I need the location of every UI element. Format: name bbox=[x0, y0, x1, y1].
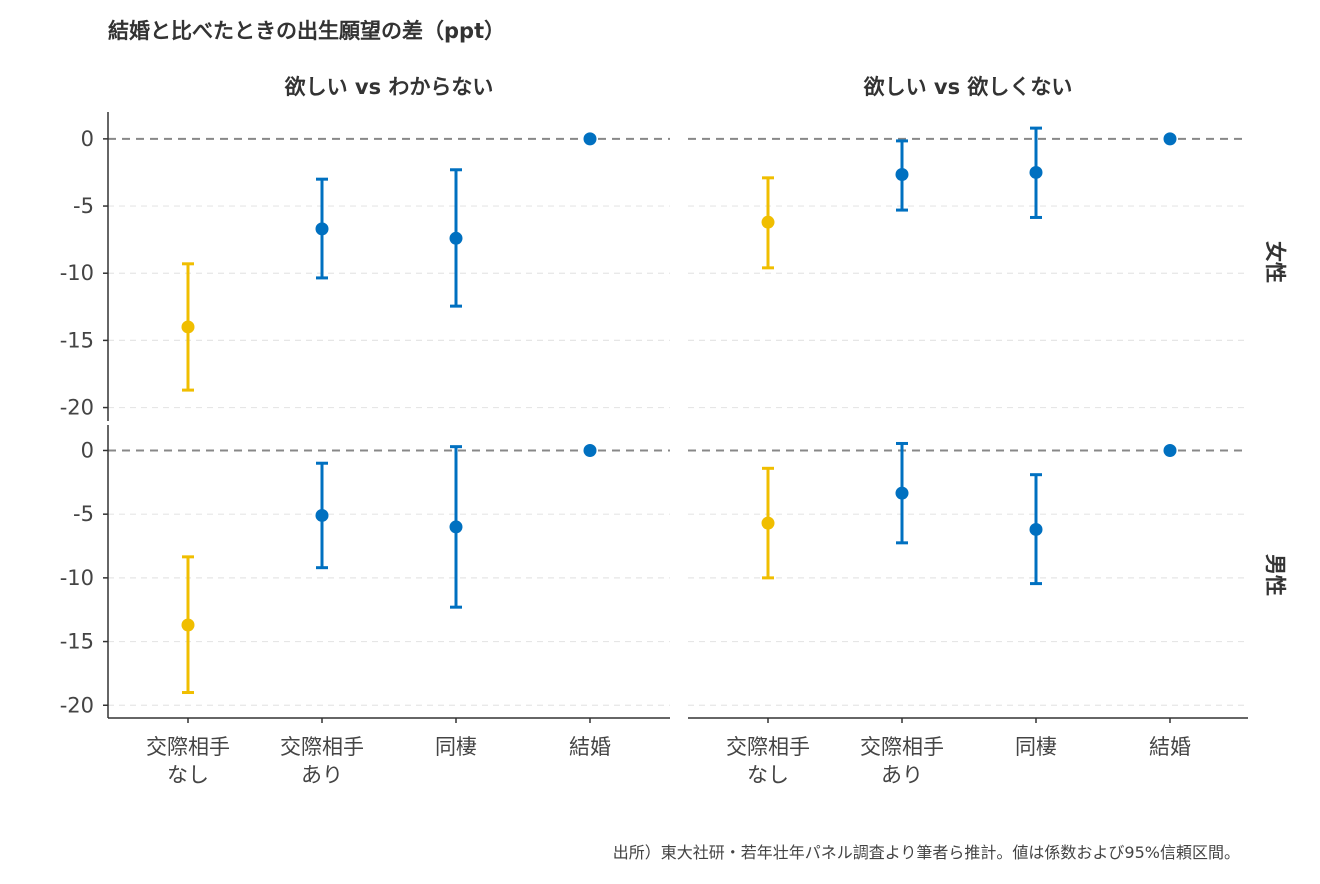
estimate-point bbox=[315, 222, 329, 236]
estimate-point bbox=[1163, 132, 1177, 146]
row-strip-2: 男性 bbox=[1263, 554, 1287, 596]
estimate-point bbox=[1163, 443, 1177, 457]
x-tick-label: 交際相手 bbox=[860, 735, 944, 759]
estimate-point bbox=[583, 132, 597, 146]
x-tick-label: 交際相手 bbox=[726, 735, 810, 759]
estimate-point bbox=[761, 215, 775, 229]
y-tick-label: -20 bbox=[60, 693, 94, 717]
x-tick-label: あり bbox=[301, 763, 343, 787]
estimate-point bbox=[1029, 522, 1043, 536]
y-tick-label: -10 bbox=[60, 566, 94, 590]
y-tick-label: 0 bbox=[81, 127, 94, 151]
x-tick-label: なし bbox=[167, 763, 209, 787]
estimate-point bbox=[895, 167, 909, 181]
estimate-point bbox=[315, 508, 329, 522]
y-tick-label: -10 bbox=[60, 261, 94, 285]
estimate-point bbox=[761, 516, 775, 530]
x-tick-label: 同棲 bbox=[1015, 735, 1057, 759]
column-strip-1: 欲しい vs わからない bbox=[284, 75, 494, 99]
estimate-point bbox=[583, 443, 597, 457]
x-tick-label: 結婚 bbox=[569, 735, 611, 759]
chart-title: 結婚と比べたときの出生願望の差（ppt） bbox=[108, 19, 505, 43]
y-tick-label: -5 bbox=[73, 502, 94, 526]
y-tick-label: 0 bbox=[81, 438, 94, 462]
x-tick-label: 結婚 bbox=[1149, 735, 1191, 759]
estimate-point bbox=[449, 520, 463, 534]
y-tick-label: -20 bbox=[60, 396, 94, 420]
y-tick-label: -15 bbox=[60, 328, 94, 352]
caption: 出所）東大社研・若年壮年パネル調査より筆者ら推計。値は係数および95%信頼区間。 bbox=[613, 843, 1240, 862]
estimate-point bbox=[449, 231, 463, 245]
estimate-point bbox=[181, 618, 195, 632]
estimate-point bbox=[895, 486, 909, 500]
x-tick-label: なし bbox=[747, 763, 789, 787]
x-tick-label: 交際相手 bbox=[280, 735, 364, 759]
x-tick-label: あり bbox=[881, 763, 923, 787]
y-tick-label: -15 bbox=[60, 630, 94, 654]
estimate-point bbox=[181, 320, 195, 334]
column-strip-2: 欲しい vs 欲しくない bbox=[863, 75, 1073, 99]
x-tick-label: 交際相手 bbox=[146, 735, 230, 759]
x-tick-label: 同棲 bbox=[435, 735, 477, 759]
y-tick-label: -5 bbox=[73, 194, 94, 218]
row-strip-1: 女性 bbox=[1263, 241, 1287, 283]
estimate-point bbox=[1029, 165, 1043, 179]
